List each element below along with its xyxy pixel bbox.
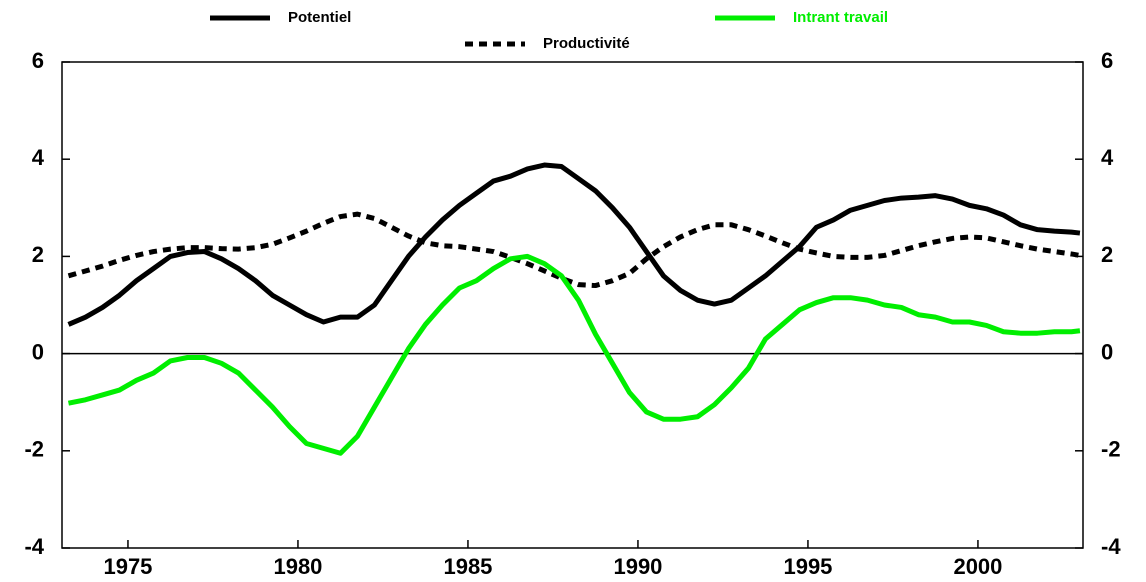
series-line <box>67 211 1081 289</box>
y2-tick-label: -2 <box>1101 437 1121 462</box>
series-line <box>67 162 1081 327</box>
legend-label: Potentiel <box>288 9 351 26</box>
y2-tick-label: 0 <box>1101 339 1113 364</box>
plot-frame <box>61 61 1084 549</box>
x-tick-label: 1985 <box>443 554 492 579</box>
x-tick-label: 1980 <box>273 554 322 579</box>
y-tick-label: 4 <box>32 145 45 170</box>
y2-tick-label: 6 <box>1101 48 1113 73</box>
y2-tick-label: -4 <box>1101 534 1121 559</box>
series-line <box>67 253 1081 456</box>
y-tick-label: 2 <box>32 242 44 267</box>
y-tick-label: -4 <box>24 534 44 559</box>
y-tick-label: 6 <box>32 48 44 73</box>
x-tick-label: 1990 <box>613 554 662 579</box>
y2-tick-label: 2 <box>1101 242 1113 267</box>
y-tick-label: -2 <box>24 437 44 462</box>
x-tick-label: 2000 <box>953 554 1002 579</box>
legend-label: Productivité <box>543 35 630 52</box>
legend-label: Intrant travail <box>793 9 888 26</box>
x-tick-label: 1975 <box>103 554 152 579</box>
y-tick-label: 0 <box>32 339 44 364</box>
y2-tick-label: 4 <box>1101 145 1114 170</box>
x-tick-label: 1995 <box>783 554 832 579</box>
